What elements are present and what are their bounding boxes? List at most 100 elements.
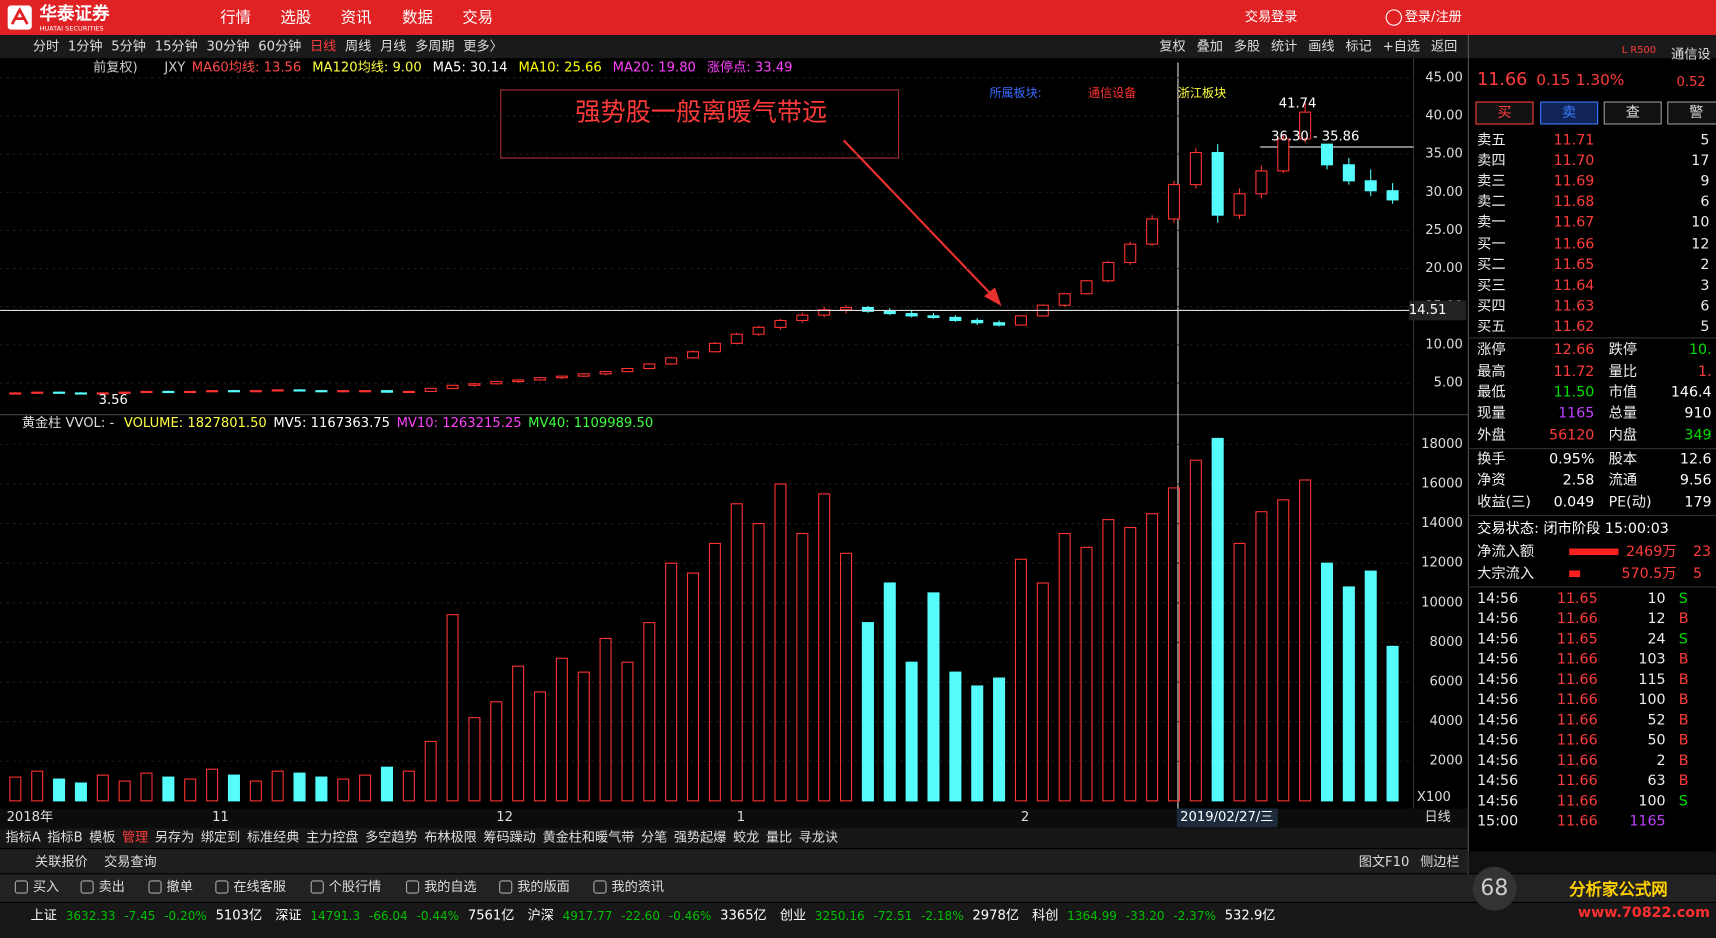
panel-tab[interactable]: 侧边栏 <box>1420 854 1459 870</box>
period-tab[interactable]: 1分钟 <box>68 38 103 55</box>
period-tab[interactable]: 60分钟 <box>258 38 301 55</box>
candle-body <box>577 373 590 377</box>
period-tab[interactable]: 更多〉 <box>463 38 502 55</box>
tool-button[interactable]: 叠加 <box>1197 39 1223 55</box>
candle-body <box>643 363 656 370</box>
indicator-tab[interactable]: 管理 <box>122 830 148 846</box>
trade-button-frame[interactable] <box>1603 101 1662 125</box>
trade-button[interactable]: 卖 <box>1562 104 1576 121</box>
quick-button[interactable]: 买入 <box>33 879 59 895</box>
quick-button[interactable]: 我的自选 <box>424 879 477 895</box>
indicator-tab[interactable]: 寻龙诀 <box>799 830 838 846</box>
quick-button[interactable]: 在线客服 <box>233 878 286 895</box>
indicator-tab[interactable]: 指标A <box>5 830 40 846</box>
candle-body <box>1342 164 1355 182</box>
price-change: 0.15 <box>1536 71 1570 89</box>
menu-item[interactable]: 交易 <box>462 9 493 27</box>
indicator-tab[interactable]: 多空趋势 <box>365 829 418 846</box>
period-tab[interactable]: 5分钟 <box>111 38 146 55</box>
tool-button[interactable]: 多股 <box>1234 38 1260 55</box>
volume-bar <box>599 637 612 802</box>
index-value: 1364.99 <box>1067 909 1117 923</box>
tick-volume: 1165 <box>1629 814 1665 830</box>
trade-login[interactable]: 交易登录 <box>1245 8 1298 25</box>
candle-body <box>1080 280 1093 295</box>
indicator-tab[interactable]: 分笔 <box>641 830 667 846</box>
cursor-date-box <box>1176 808 1278 828</box>
tool-button[interactable]: 复权 <box>1159 38 1185 55</box>
indicator-tab[interactable]: 指标B <box>47 830 82 846</box>
trade-button[interactable]: 买 <box>1497 104 1511 121</box>
period-tab[interactable]: 日线 <box>310 39 336 55</box>
x-tick-label: 2018年 <box>7 809 54 825</box>
quick-button[interactable]: 我的版面 <box>517 879 570 895</box>
indicator-tab[interactable]: 主力控盘 <box>306 829 359 846</box>
arrow-head <box>984 287 1002 307</box>
volume-bar <box>818 493 831 802</box>
quick-button[interactable]: 撤单 <box>167 878 193 895</box>
indicator-tab[interactable]: 绑定到 <box>201 830 240 846</box>
panel-tab[interactable]: 交易查询 <box>104 853 157 870</box>
indicator-tab[interactable]: 标准经典 <box>247 830 300 846</box>
indicator-tab[interactable]: 模板 <box>89 830 115 846</box>
period-tab[interactable]: 周线 <box>345 39 371 55</box>
stat-label: 收益(三) <box>1477 493 1531 510</box>
volume-bar <box>1386 645 1399 802</box>
trade-button[interactable]: 查 <box>1626 104 1640 121</box>
period-tab[interactable]: 30分钟 <box>206 38 249 55</box>
indicator-tab[interactable]: 另存为 <box>155 830 194 846</box>
indicator-tab[interactable]: 布林极限 <box>424 830 477 846</box>
trade-button-frame[interactable] <box>1475 101 1534 125</box>
candle-body <box>730 333 743 344</box>
tool-button[interactable]: +自选 <box>1383 39 1420 55</box>
menu-item[interactable]: 数据 <box>402 9 433 27</box>
trade-button[interactable]: 警 <box>1689 104 1703 121</box>
tool-button[interactable]: 标记 <box>1346 39 1372 55</box>
tick-volume: 2 <box>1657 753 1666 769</box>
indicator-tab[interactable]: 筹码躁动 <box>483 829 536 846</box>
panel-tab[interactable]: 关联报价 <box>35 854 88 870</box>
period-tab[interactable]: 月线 <box>380 39 406 55</box>
indicator-tab[interactable]: 黄金柱和暖气带 <box>542 830 634 846</box>
volume-bar <box>1014 558 1027 802</box>
tool-button[interactable]: 统计 <box>1271 39 1297 55</box>
menu-item[interactable]: 行情 <box>220 9 251 27</box>
tool-button[interactable]: 返回 <box>1431 39 1457 55</box>
quick-button[interactable]: 我的资讯 <box>611 879 664 895</box>
x-tick-label: 1 <box>737 810 745 825</box>
stat-value: 146.4 <box>1671 385 1712 401</box>
candle-body <box>1102 261 1115 282</box>
panel-tab[interactable]: 图文F10 <box>1359 854 1410 870</box>
trade-status: 交易状态: 闭市阶段 15:00:03 <box>1477 519 1669 537</box>
indicator-tab[interactable]: 蛟龙 <box>733 830 759 846</box>
indicator-tab[interactable]: 量比 <box>766 830 792 846</box>
tick-volume: 100 <box>1638 793 1665 809</box>
quick-button[interactable]: 个股行情 <box>329 879 382 895</box>
period-tab[interactable]: 15分钟 <box>155 38 198 55</box>
candle-body <box>993 322 1006 326</box>
quote-tag: L R500 <box>1622 45 1656 56</box>
menu-item[interactable]: 资讯 <box>341 9 372 27</box>
y-tick-label: 6000 <box>1429 675 1462 690</box>
volume-unit: X100 <box>1417 790 1451 805</box>
period-tab[interactable]: 分时 <box>33 39 59 55</box>
indicator-tab[interactable]: 强势起爆 <box>674 830 727 846</box>
book-label: 买一 <box>1477 236 1505 253</box>
stat-label: 市值 <box>1609 384 1637 401</box>
flow-label: 大宗流入 <box>1477 565 1534 582</box>
tool-button[interactable]: 画线 <box>1308 39 1334 55</box>
trade-button-frame[interactable] <box>1540 101 1599 125</box>
x-tick-label: 12 <box>496 810 513 825</box>
login[interactable]: 登录/注册 <box>1405 9 1462 25</box>
toolbar <box>0 35 1716 59</box>
menu-item[interactable]: 选股 <box>281 9 312 27</box>
quick-button[interactable]: 卖出 <box>99 879 125 895</box>
trade-button-frame[interactable] <box>1667 101 1716 125</box>
volume-bar <box>730 503 743 802</box>
cursor-date: 2019/02/27/三 <box>1180 810 1273 825</box>
candle-body <box>1364 180 1377 192</box>
badge-number: 68 <box>1480 876 1508 901</box>
volume-bar <box>249 780 262 802</box>
period-tab[interactable]: 多周期 <box>415 38 454 55</box>
tick-time: 14:56 <box>1477 733 1518 749</box>
